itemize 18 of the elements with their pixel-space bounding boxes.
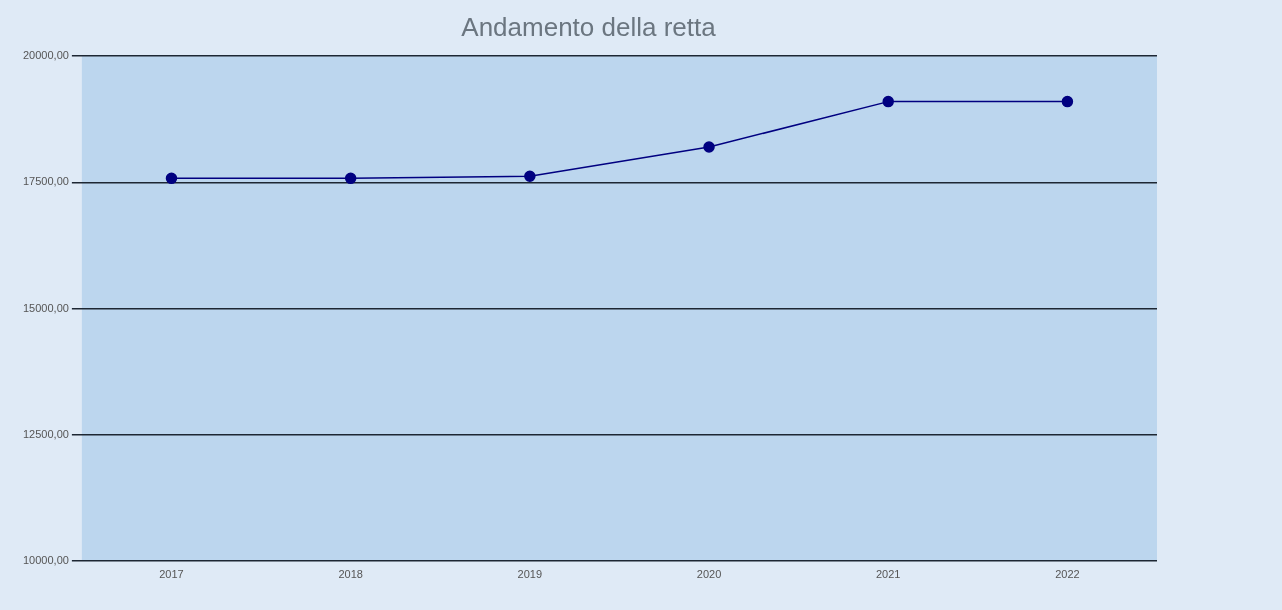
x-tick-label: 2021 [875, 568, 901, 581]
point [344, 172, 357, 185]
point [524, 170, 536, 183]
point [703, 141, 715, 153]
y-tick-label: 12500,00 [22, 427, 69, 440]
x-tick-label: 2018 [338, 568, 363, 581]
point [1061, 95, 1074, 108]
chart-title: Andamento della retta [461, 11, 717, 42]
x-tick-label: 2017 [159, 568, 184, 581]
y-tick-label: 20000,00 [22, 49, 69, 62]
x-tick-label: 2020 [696, 568, 722, 581]
point [165, 172, 178, 185]
x-tick-label: 2022 [1055, 568, 1080, 581]
y-tick-label: 15000,00 [22, 301, 69, 314]
x-tick-label: 2019 [517, 568, 543, 581]
y-tick-label: 17500,00 [22, 175, 69, 188]
point [882, 95, 894, 108]
y-tick-label: 10000,00 [22, 553, 69, 566]
